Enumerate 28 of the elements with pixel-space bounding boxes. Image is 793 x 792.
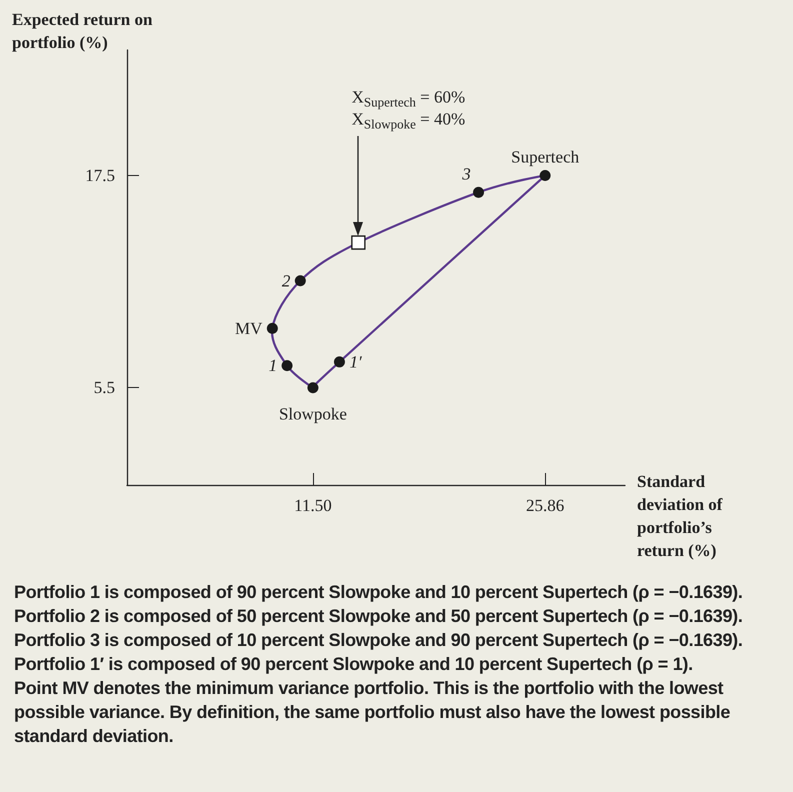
y-tick-label: 17.5 <box>85 166 115 186</box>
annotation: MV <box>234 318 264 338</box>
y-axis-title: Expected return on portfolio (%) <box>12 9 154 54</box>
annotation: X$_{Slowpoke}$ = 40% <box>352 108 466 134</box>
annotation: X$_{Supertech}$ = 60% <box>352 86 466 110</box>
point <box>266 322 278 334</box>
text: Portfolio 3 is composed of 10 percent Slowpoke and 90 percent Supertech (ρ = −0.1639). <box>14 629 744 652</box>
text: Portfolio 1 is composed of 90 percent Slowpoke and 10 percent Supertech (ρ = −0.1639). <box>14 581 744 604</box>
text: Portfolio 2 is composed of 50 percent Slowpoke and 50 percent Supertech (ρ = −0.1639). <box>14 605 744 628</box>
annotation: 1′ <box>349 352 362 372</box>
annotation: Slowpoke <box>278 404 347 424</box>
point <box>473 186 484 198</box>
point <box>540 170 551 182</box>
annotation: 3 <box>461 164 471 184</box>
y-tick-label: 5.5 <box>94 378 115 398</box>
annotation: 1 <box>268 356 278 376</box>
x-tick-label: 25.86 <box>526 496 564 515</box>
text: Portfolio 1′ is composed of 90 percent Slowpoke and 10 percent Supertech (ρ = 1). <box>14 653 694 676</box>
point <box>294 275 306 286</box>
point <box>282 360 293 372</box>
text: Point MV denotes the minimum variance portfolio. This is the portfolio with the lowest possible variance. By definition, the same portfolio must also have the lowest possible standard deviation. <box>14 677 732 748</box>
annotation: 2 <box>282 271 291 290</box>
x-tick-label: 11.50 <box>294 496 332 515</box>
point <box>334 356 345 368</box>
point <box>351 235 366 250</box>
point <box>307 382 318 394</box>
annotation: Supertech <box>511 148 580 167</box>
x-axis-title: Standard deviation of portfolio’s return (%) <box>637 471 724 562</box>
